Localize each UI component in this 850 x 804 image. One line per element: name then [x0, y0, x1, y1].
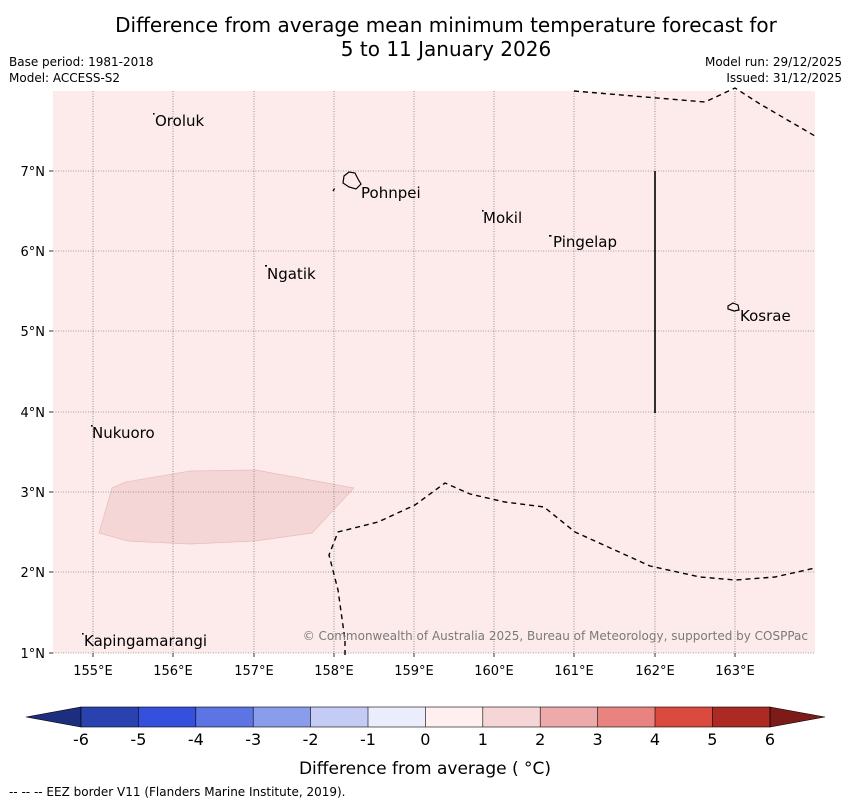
colorbar-tick-1: -5 [130, 730, 146, 749]
colorbar-tick-8: 2 [535, 730, 545, 749]
colorbar-tick-9: 3 [593, 730, 603, 749]
meta-right: Model run: 29/12/2025 Issued: 31/12/2025 [705, 54, 842, 86]
colorbar-bin-5 [368, 707, 426, 727]
colorbar-tick-2: -4 [188, 730, 204, 749]
lon-label-162: 162°E [635, 664, 675, 679]
map-background [53, 91, 815, 653]
anomaly-patch [98, 469, 355, 545]
model-name: Model: ACCESS-S2 [9, 71, 121, 85]
colorbar-label: Difference from average ( °C) [299, 759, 551, 779]
colorbar-bin-9 [597, 707, 655, 727]
map-title: Difference from average mean minimum tem… [0, 13, 850, 61]
colorbar-tick-12: 6 [765, 730, 775, 749]
ngatik-marker [265, 265, 267, 267]
place-label-nukuoro: Nukuoro [92, 424, 155, 442]
eez-border-south [328, 482, 816, 655]
colorbar-bin-7 [482, 707, 541, 727]
place-label-oroluk: Oroluk [155, 112, 204, 130]
eez-border-pohnpei-fragment [332, 185, 337, 192]
colorbar-tick-7: 1 [478, 730, 488, 749]
pohnpei-island-outline [342, 171, 362, 190]
lon-label-161: 161°E [554, 664, 594, 679]
place-label-kapingamarangi: Kapingamarangi [84, 632, 207, 650]
kosrae-island-outline [727, 302, 740, 312]
colorbar-tick-10: 4 [650, 730, 660, 749]
pingelap-marker [549, 235, 552, 237]
lon-label-155: 155°E [73, 664, 113, 679]
lat-label-6: 6°N [21, 245, 46, 260]
map-title-line2: 5 to 11 January 2026 [340, 37, 552, 61]
colorbar-tick-3: -3 [245, 730, 261, 749]
islands [342, 171, 740, 312]
colorbar-tick-5: -1 [360, 730, 376, 749]
base-period: Base period: 1981-2018 [9, 55, 154, 69]
place-label-mokil: Mokil [483, 209, 522, 227]
colorbar-tick-0: -6 [73, 730, 89, 749]
lat-label-5: 5°N [21, 325, 46, 340]
footer-legend: -- -- -- EEZ border V11 (Flanders Marine… [9, 785, 346, 799]
copyright-notice: © Commonwealth of Australia 2025, Bureau… [303, 629, 808, 643]
map-title-line1: Difference from average mean minimum tem… [115, 13, 777, 37]
oroluk-marker [153, 113, 155, 115]
lat-label-4: 4°N [21, 406, 46, 421]
colorbar-separators [138, 707, 713, 727]
colorbar-bin-1 [138, 707, 196, 727]
colorbar-extend-high [769, 706, 826, 728]
axis-ticks [49, 170, 736, 657]
atoll-markers [82, 113, 552, 635]
place-label-ngatik: Ngatik [267, 265, 316, 283]
eez-border-north [573, 87, 816, 137]
place-label-pingelap: Pingelap [553, 233, 617, 251]
colorbar-bin-4 [310, 707, 368, 727]
colorbar-extend-low [25, 706, 82, 728]
colorbar-tick-4: -2 [303, 730, 319, 749]
lat-label-2: 2°N [21, 566, 46, 581]
lat-label-1: 1°N [21, 647, 46, 662]
lon-label-156: 156°E [153, 664, 193, 679]
colorbar-bin-8 [540, 707, 598, 727]
colorbar-bin-6 [425, 707, 483, 727]
lon-label-160: 160°E [474, 664, 514, 679]
issued-date: Issued: 31/12/2025 [726, 71, 842, 85]
colorbar-bin-0 [81, 707, 139, 727]
eez-borders [328, 87, 816, 655]
lon-label-163: 163°E [715, 664, 755, 679]
colorbar-bin-10 [655, 707, 713, 727]
colorbar-tick-11: 5 [707, 730, 717, 749]
lon-label-157: 157°E [234, 664, 274, 679]
lon-label-158: 158°E [314, 664, 354, 679]
lat-label-7: 7°N [21, 165, 46, 180]
mokil-marker [482, 210, 484, 212]
colorbar-tick-6: 0 [420, 730, 430, 749]
colorbar-bin-2 [195, 707, 254, 727]
lon-label-159: 159°E [394, 664, 434, 679]
kapingamarangi-marker [82, 633, 84, 635]
nukuoro-marker [91, 425, 93, 427]
colorbar-bin-3 [253, 707, 311, 727]
meta-left: Base period: 1981-2018 Model: ACCESS-S2 [9, 54, 154, 86]
colorbar [25, 706, 826, 728]
lat-label-3: 3°N [21, 486, 46, 501]
place-label-pohnpei: Pohnpei [361, 184, 421, 202]
place-label-kosrae: Kosrae [740, 307, 791, 325]
colorbar-bin-11 [712, 707, 770, 727]
model-run: Model run: 29/12/2025 [704, 55, 842, 69]
